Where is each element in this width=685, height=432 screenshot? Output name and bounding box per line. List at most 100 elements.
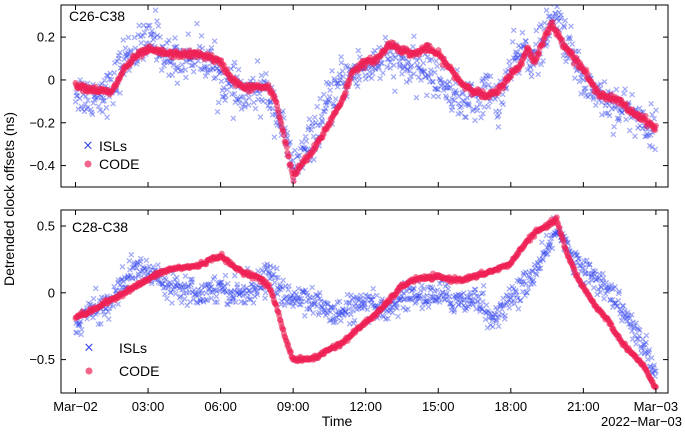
isls-point: [219, 87, 226, 94]
isls-point: [217, 279, 224, 286]
isls-point: [344, 311, 351, 318]
isls-point: [407, 64, 414, 70]
isls-point: [237, 290, 244, 297]
isls-point: [556, 9, 562, 16]
isls-point: [408, 296, 415, 303]
isls-point: [489, 323, 496, 330]
legend-isls-label: ISLs: [99, 138, 127, 154]
isls-point: [240, 283, 247, 290]
isls-point: [474, 104, 480, 111]
isls-point: [441, 84, 448, 91]
isls-point: [229, 298, 236, 305]
isls-point: [506, 286, 513, 292]
isls-point: [392, 304, 399, 311]
isls-point: [622, 312, 629, 319]
isls-point: [651, 368, 658, 374]
isls-point: [431, 288, 438, 295]
isls-point: [386, 309, 392, 315]
isls-point: [361, 300, 368, 307]
isls-point: [193, 291, 200, 298]
isls-point: [281, 296, 287, 302]
isls-point: [619, 314, 626, 320]
isls-point: [556, 18, 562, 25]
isls-point: [422, 73, 429, 79]
isls-point: [518, 278, 525, 285]
isls-point: [443, 290, 450, 297]
isls-point: [585, 93, 592, 100]
isls-point: [630, 319, 636, 326]
isls-point: [333, 310, 339, 316]
isls-point: [404, 67, 411, 74]
isls-point: [456, 292, 463, 299]
isls-point: [289, 298, 296, 305]
isls-point: [194, 20, 200, 27]
isls-point: [115, 52, 122, 59]
isls-point: [294, 153, 301, 160]
isls-point: [641, 344, 647, 351]
isls-point: [489, 317, 496, 324]
isls-point: [221, 283, 228, 289]
isls-point: [572, 249, 579, 256]
isls-point: [620, 303, 627, 309]
isls-point: [458, 110, 464, 116]
isls-point: [427, 287, 434, 293]
isls-point: [198, 32, 205, 39]
isls-point: [560, 22, 567, 29]
isls-point: [202, 281, 209, 288]
isls-point: [425, 299, 432, 306]
isls-point: [435, 296, 442, 302]
isls-point: [380, 314, 387, 320]
isls-point: [167, 59, 174, 66]
isls-point: [199, 66, 206, 73]
isls-point: [174, 280, 181, 286]
isls-point: [196, 290, 203, 296]
isls-point: [499, 311, 506, 318]
isls-point: [325, 81, 332, 88]
isls-point: [164, 58, 171, 64]
isls-point: [288, 293, 294, 300]
isls-point: [446, 85, 453, 92]
isls-point: [250, 99, 257, 106]
isls-point: [232, 99, 239, 106]
isls-point: [536, 265, 542, 272]
isls-point: [399, 293, 405, 299]
isls-point: [222, 92, 229, 99]
isls-point: [340, 73, 347, 80]
isls-point: [330, 316, 336, 323]
isls-point: [362, 76, 369, 82]
panel-title-top: C26-C38: [69, 8, 125, 24]
isls-point: [348, 311, 354, 318]
isls-point: [181, 281, 188, 287]
isls-point: [236, 291, 243, 298]
isls-point: [530, 268, 536, 274]
isls-point: [394, 300, 400, 307]
isls-point: [495, 323, 502, 330]
isls-point: [552, 230, 559, 237]
isls-point: [101, 97, 107, 104]
isls-point: [646, 142, 653, 149]
isls-point: [523, 289, 530, 296]
isls-point: [181, 290, 187, 297]
isls-point: [544, 250, 551, 257]
isls-point: [397, 63, 403, 70]
isls-point: [248, 281, 255, 288]
isls-point: [366, 293, 373, 300]
isls-point: [277, 281, 283, 288]
isls-point: [395, 313, 401, 320]
isls-point: [329, 304, 336, 311]
isls-point: [126, 258, 133, 264]
isls-point: [636, 105, 643, 112]
isls-point: [161, 59, 167, 66]
isls-point: [421, 68, 428, 75]
isls-point: [592, 268, 599, 275]
isls-point: [215, 281, 222, 288]
isls-point: [274, 265, 280, 272]
isls-point: [425, 74, 432, 80]
isls-point: [320, 91, 327, 98]
isls-point: [649, 111, 656, 118]
isls-point: [552, 10, 559, 17]
isls-point: [517, 297, 524, 304]
isls-point: [306, 297, 312, 303]
isls-point: [207, 67, 214, 73]
isls-point: [117, 282, 123, 288]
